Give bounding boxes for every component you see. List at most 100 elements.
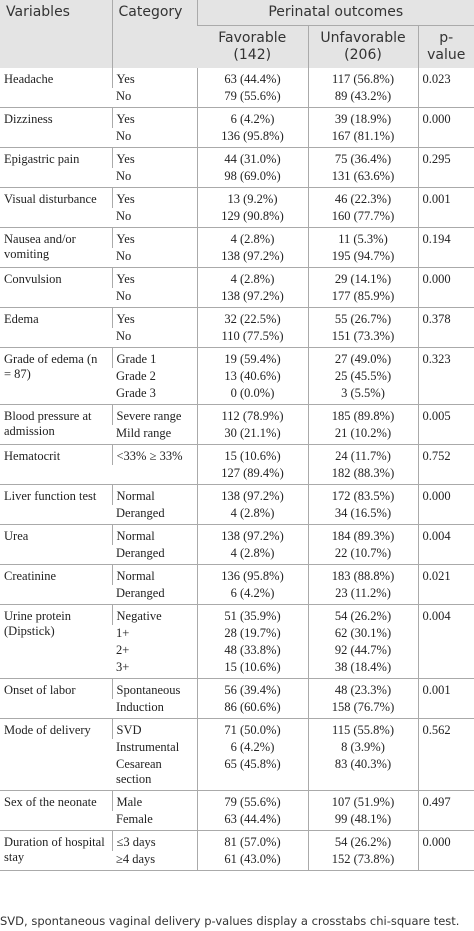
category-cell: Female [112,811,197,831]
unfavorable-cell: 22 (10.7%) [307,545,418,565]
p-value-cell: 0.295 [417,147,474,188]
p-value-cell: 0.004 [417,604,474,679]
category-cell: Normal [111,524,197,545]
p-value-cell: 0.497 [417,790,474,831]
table-body: Headache Yes 63 (44.4%) 117 (56.8%) 0.023 No 7… [0,68,474,871]
variable-cell: Urine protein (Dipstick) [0,604,112,679]
unfavorable-cell: 183 (88.8%) [307,564,418,585]
table-row: Onset of labor Spontaneous 56 (39.4%) 48 (2… [0,678,474,719]
p-value-cell: 0.000 [417,830,474,871]
unfavorable-cell: 23 (11.2%) [307,585,418,605]
favorable-cell: 129 (90.8%) [196,208,308,228]
unfavorable-cell: 38 (18.4%) [307,659,418,679]
category-cell: Yes [111,227,197,248]
unfavorable-cell: 34 (16.5%) [307,505,418,525]
favorable-cell: 63 (44.4%) [196,68,308,88]
table-header: Variables Category Perinatal outcomes Fa… [0,0,474,68]
variable-cell: Liver function test [0,484,112,525]
unfavorable-cell: 54 (26.2%) [307,830,418,851]
header-cell: Category [111,0,197,68]
category-cell: Yes [111,267,197,288]
category-cell: No [112,328,197,348]
favorable-cell: 61 (43.0%) [196,851,308,871]
table-row: No 138 (97.2%) 195 (94.7%) [0,248,474,268]
table-row: No 129 (90.8%) 160 (77.7%) [0,208,474,228]
category-cell: Yes [111,147,197,168]
header-cell: Perinatal outcomes [196,0,474,26]
favorable-cell: 65 (45.8%) [196,756,308,791]
favorable-cell: 138 (97.2%) [196,288,308,308]
variable-cell: Creatinine [0,564,112,605]
category-cell: Deranged [112,585,197,605]
favorable-cell: 4 (2.8%) [196,267,308,288]
variable-cell: Hematocrit [0,444,112,485]
table-row: 1+ 28 (19.7%) 62 (30.1%) [0,625,474,642]
favorable-cell: 6 (4.2%) [196,107,308,128]
category-cell: Instrumental [116,740,180,754]
favorable-cell: 15 (10.6%) [196,444,308,465]
variable-cell: Sex of the neonate [0,790,112,831]
variable-cell: Mode of delivery [0,718,112,791]
table-row: 3+ 15 (10.6%) 38 (18.4%) [0,659,474,679]
favorable-cell: 86 (60.6%) [196,699,308,719]
favorable-cell: 63 (44.4%) [196,811,308,831]
unfavorable-cell: 158 (76.7%) [307,699,418,719]
favorable-cell: 44 (31.0%) [196,147,308,168]
p-value-cell: 0.378 [417,307,474,348]
category-cell: Deranged [112,545,197,565]
variable-cell: Epigastric pain [0,147,112,188]
favorable-cell: 98 (69.0%) [196,168,308,188]
category-cell: Deranged [112,505,197,525]
p-value-cell: 0.000 [417,484,474,525]
category-cell: Male [111,790,197,811]
unfavorable-cell: 8 (3.9%) [307,739,418,756]
favorable-cell: 127 (89.4%) [196,465,308,485]
favorable-cell: 0 (0.0%) [196,385,308,405]
table-row: Female 63 (44.4%) 99 (48.1%) [0,811,474,831]
table-row: Creatinine Normal 136 (95.8%) 183 (88.8%) 0.… [0,564,474,605]
unfavorable-cell: 39 (18.9%) [307,107,418,128]
category-cell: Grade 2 [116,369,156,383]
unfavorable-cell: 184 (89.3%) [307,524,418,545]
table-row: Induction 86 (60.6%) 158 (76.7%) [0,699,474,719]
category-cell: Induction [112,699,197,719]
unfavorable-cell: 117 (56.8%) [307,68,418,88]
category-cell: Grade 1 [111,347,197,368]
table-row: 127 (89.4%) 182 (88.3%) [0,465,474,485]
table-row: Dizziness Yes 6 (4.2%) 39 (18.9%) 0.000 [0,107,474,148]
variable-cell: Headache [0,68,112,108]
category-cell: Severe range [111,404,197,425]
category-cell: Yes [111,307,197,328]
unfavorable-cell: 92 (44.7%) [307,642,418,659]
variable-cell: Convulsion [0,267,112,308]
table-row: Duration of hospital stay ≤3 days 81 (57.0… [0,830,474,871]
table-row: Edema Yes 32 (22.5%) 55 (26.7%) 0.378 [0,307,474,348]
category-cell: No [112,168,197,188]
variable-cell: Dizziness [0,107,112,148]
variable-cell: Urea [0,524,112,565]
table-row: Deranged 4 (2.8%) 22 (10.7%) [0,545,474,565]
p-value-cell: 0.562 [417,718,474,791]
category-cell: Mild range [112,425,197,445]
category-cell: Spontaneous [111,678,197,699]
p-value-cell: 0.323 [417,347,474,405]
category-cell: No [112,288,197,308]
table-row: No 138 (97.2%) 177 (85.9%) [0,288,474,308]
unfavorable-cell: 48 (23.3%) [307,678,418,699]
category-cell: Cesarean section [112,756,197,791]
favorable-cell: 136 (95.8%) [196,128,308,148]
category-cell: 3+ [112,659,197,679]
p-value-cell: 0.001 [417,678,474,719]
table-row: No 136 (95.8%) 167 (81.1%) [0,128,474,148]
header-cell: Favorable (142) [197,25,308,68]
favorable-cell: 15 (10.6%) [196,659,308,679]
favorable-cell: 110 (77.5%) [196,328,308,348]
favorable-cell: 112 (78.9%) [196,404,308,425]
category-cell: Negative [111,604,197,625]
unfavorable-cell: 75 (36.4%) [307,147,418,168]
unfavorable-cell: 177 (85.9%) [307,288,418,308]
category-cell: Yes [111,107,197,128]
p-value-cell: 0.005 [417,404,474,445]
table-row: Liver function test Normal 138 (97.2%) 172 … [0,484,474,525]
